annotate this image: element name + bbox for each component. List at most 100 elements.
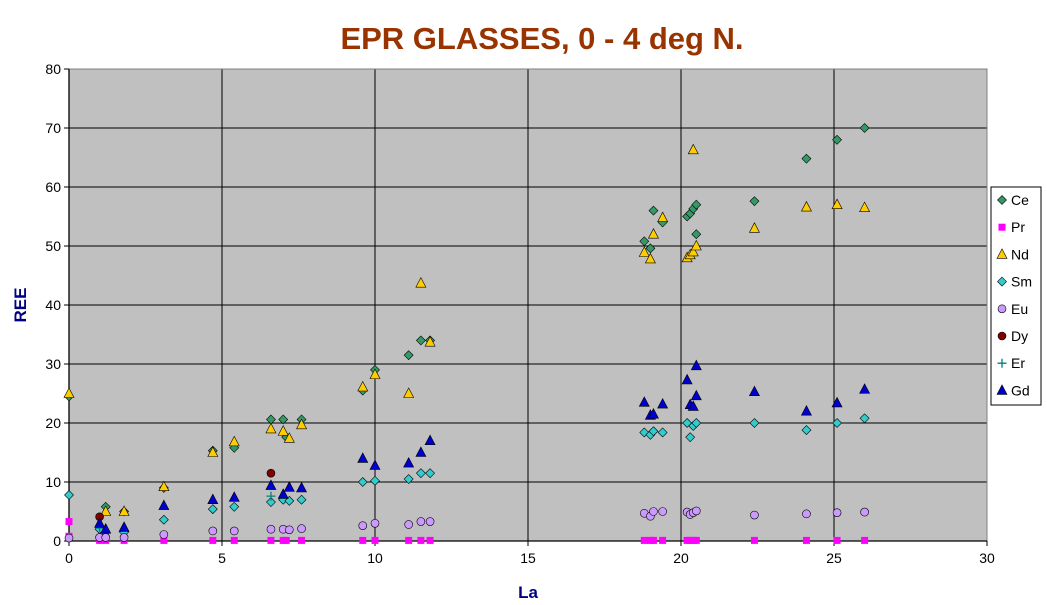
data-point-pr bbox=[209, 536, 217, 544]
data-point-gd bbox=[657, 397, 669, 409]
data-point-sm bbox=[425, 468, 436, 479]
data-point-pr bbox=[267, 536, 275, 544]
data-point-pr bbox=[640, 536, 648, 544]
data-point-sm bbox=[296, 494, 307, 505]
data-point-gd bbox=[690, 359, 702, 371]
x-tick-label: 20 bbox=[673, 550, 689, 566]
data-point-gd bbox=[296, 481, 308, 493]
data-point-nd bbox=[800, 200, 812, 212]
y-tick-label: 70 bbox=[45, 120, 61, 136]
x-axis-title: La bbox=[518, 583, 538, 602]
data-point-nd bbox=[63, 387, 75, 398]
data-point-ce bbox=[832, 134, 842, 145]
data-point-eu bbox=[691, 506, 701, 516]
data-point-eu bbox=[416, 517, 426, 526]
data-point-ce bbox=[648, 205, 659, 216]
data-point-ce bbox=[691, 229, 702, 240]
data-point-pr bbox=[298, 536, 306, 544]
data-point-gd bbox=[100, 523, 112, 534]
data-point-sm bbox=[370, 475, 380, 486]
x-tick-label: 15 bbox=[520, 550, 536, 566]
data-point-gd bbox=[687, 400, 699, 411]
x-tick-label: 5 bbox=[218, 550, 226, 566]
data-point-nd bbox=[369, 368, 381, 379]
data-point-pr bbox=[282, 536, 290, 544]
data-point-nd bbox=[748, 222, 760, 233]
data-point-pr bbox=[833, 536, 841, 544]
legend-marker-dy bbox=[997, 331, 1007, 341]
data-point-nd bbox=[687, 245, 699, 257]
data-point-sm bbox=[357, 477, 368, 487]
data-point-gd bbox=[207, 493, 219, 505]
data-point-sm bbox=[691, 418, 702, 428]
legend-item-nd: Nd bbox=[996, 246, 1029, 262]
data-point-sm bbox=[685, 432, 696, 443]
data-point-nd bbox=[283, 432, 295, 443]
data-point-sm bbox=[158, 514, 169, 525]
legend-marker-gd bbox=[996, 384, 1008, 395]
data-point-gd bbox=[158, 499, 170, 510]
data-point-sm bbox=[415, 468, 426, 479]
data-point-pr bbox=[649, 536, 657, 544]
data-point-gd bbox=[228, 491, 240, 502]
legend-item-dy: Dy bbox=[997, 328, 1028, 344]
data-point-pr bbox=[417, 536, 425, 544]
data-point-pr bbox=[692, 536, 700, 544]
y-axis-title: REE bbox=[11, 288, 30, 323]
data-point-ce bbox=[749, 196, 760, 207]
data-point-nd bbox=[859, 201, 871, 212]
data-point-eu bbox=[802, 509, 811, 519]
data-point-nd bbox=[831, 198, 843, 209]
legend-label-nd: Nd bbox=[1011, 246, 1029, 262]
data-point-nd bbox=[296, 418, 308, 430]
data-point-gd bbox=[403, 456, 415, 468]
data-point-sm bbox=[229, 501, 240, 512]
data-points bbox=[63, 123, 871, 544]
data-point-eu bbox=[425, 517, 435, 526]
data-point-eu bbox=[658, 507, 667, 516]
data-point-eu bbox=[358, 521, 368, 530]
data-point-pr bbox=[65, 518, 73, 526]
data-point-eu bbox=[297, 524, 306, 533]
data-point-nd bbox=[158, 480, 170, 492]
data-point-eu bbox=[208, 526, 218, 536]
legend-marker-eu bbox=[997, 304, 1007, 314]
data-point-nd bbox=[118, 505, 130, 516]
y-axis: 0 10 20 30 40 50 60 70 80 bbox=[45, 61, 70, 549]
legend-label-sm: Sm bbox=[1011, 274, 1032, 290]
data-point-nd bbox=[657, 211, 669, 222]
data-point-ce bbox=[278, 414, 289, 425]
data-point-er bbox=[266, 491, 276, 501]
data-point-sm bbox=[403, 474, 414, 484]
legend-label-ce: Ce bbox=[1011, 192, 1029, 208]
data-point-pr bbox=[230, 536, 238, 544]
data-point-gd bbox=[748, 385, 760, 397]
data-point-nd bbox=[647, 228, 659, 239]
data-point-sm bbox=[801, 425, 812, 436]
data-point-eu bbox=[285, 525, 294, 535]
legend-marker-pr bbox=[998, 223, 1006, 231]
data-point-eu bbox=[64, 533, 74, 543]
data-point-ce bbox=[639, 236, 650, 247]
y-tick-label: 50 bbox=[45, 238, 61, 254]
data-point-eu bbox=[101, 533, 111, 542]
data-point-gd bbox=[357, 452, 369, 463]
data-point-pr bbox=[659, 536, 667, 544]
data-point-nd bbox=[687, 143, 699, 155]
data-point-sm bbox=[832, 418, 842, 428]
data-point-nd bbox=[207, 446, 219, 457]
data-point-nd bbox=[638, 246, 650, 257]
legend-label-dy: Dy bbox=[1011, 328, 1028, 344]
y-tick-label: 0 bbox=[53, 533, 61, 549]
data-point-sm bbox=[207, 504, 218, 515]
x-tick-label: 0 bbox=[65, 550, 73, 566]
data-point-ce bbox=[403, 350, 414, 361]
legend-item-er: Er bbox=[997, 355, 1025, 371]
y-tick-label: 60 bbox=[45, 179, 61, 195]
y-tick-label: 20 bbox=[45, 415, 61, 431]
data-point-ce bbox=[415, 335, 426, 346]
data-point-gd bbox=[277, 488, 289, 499]
legend-item-gd: Gd bbox=[996, 382, 1030, 398]
data-point-pr bbox=[426, 536, 434, 544]
